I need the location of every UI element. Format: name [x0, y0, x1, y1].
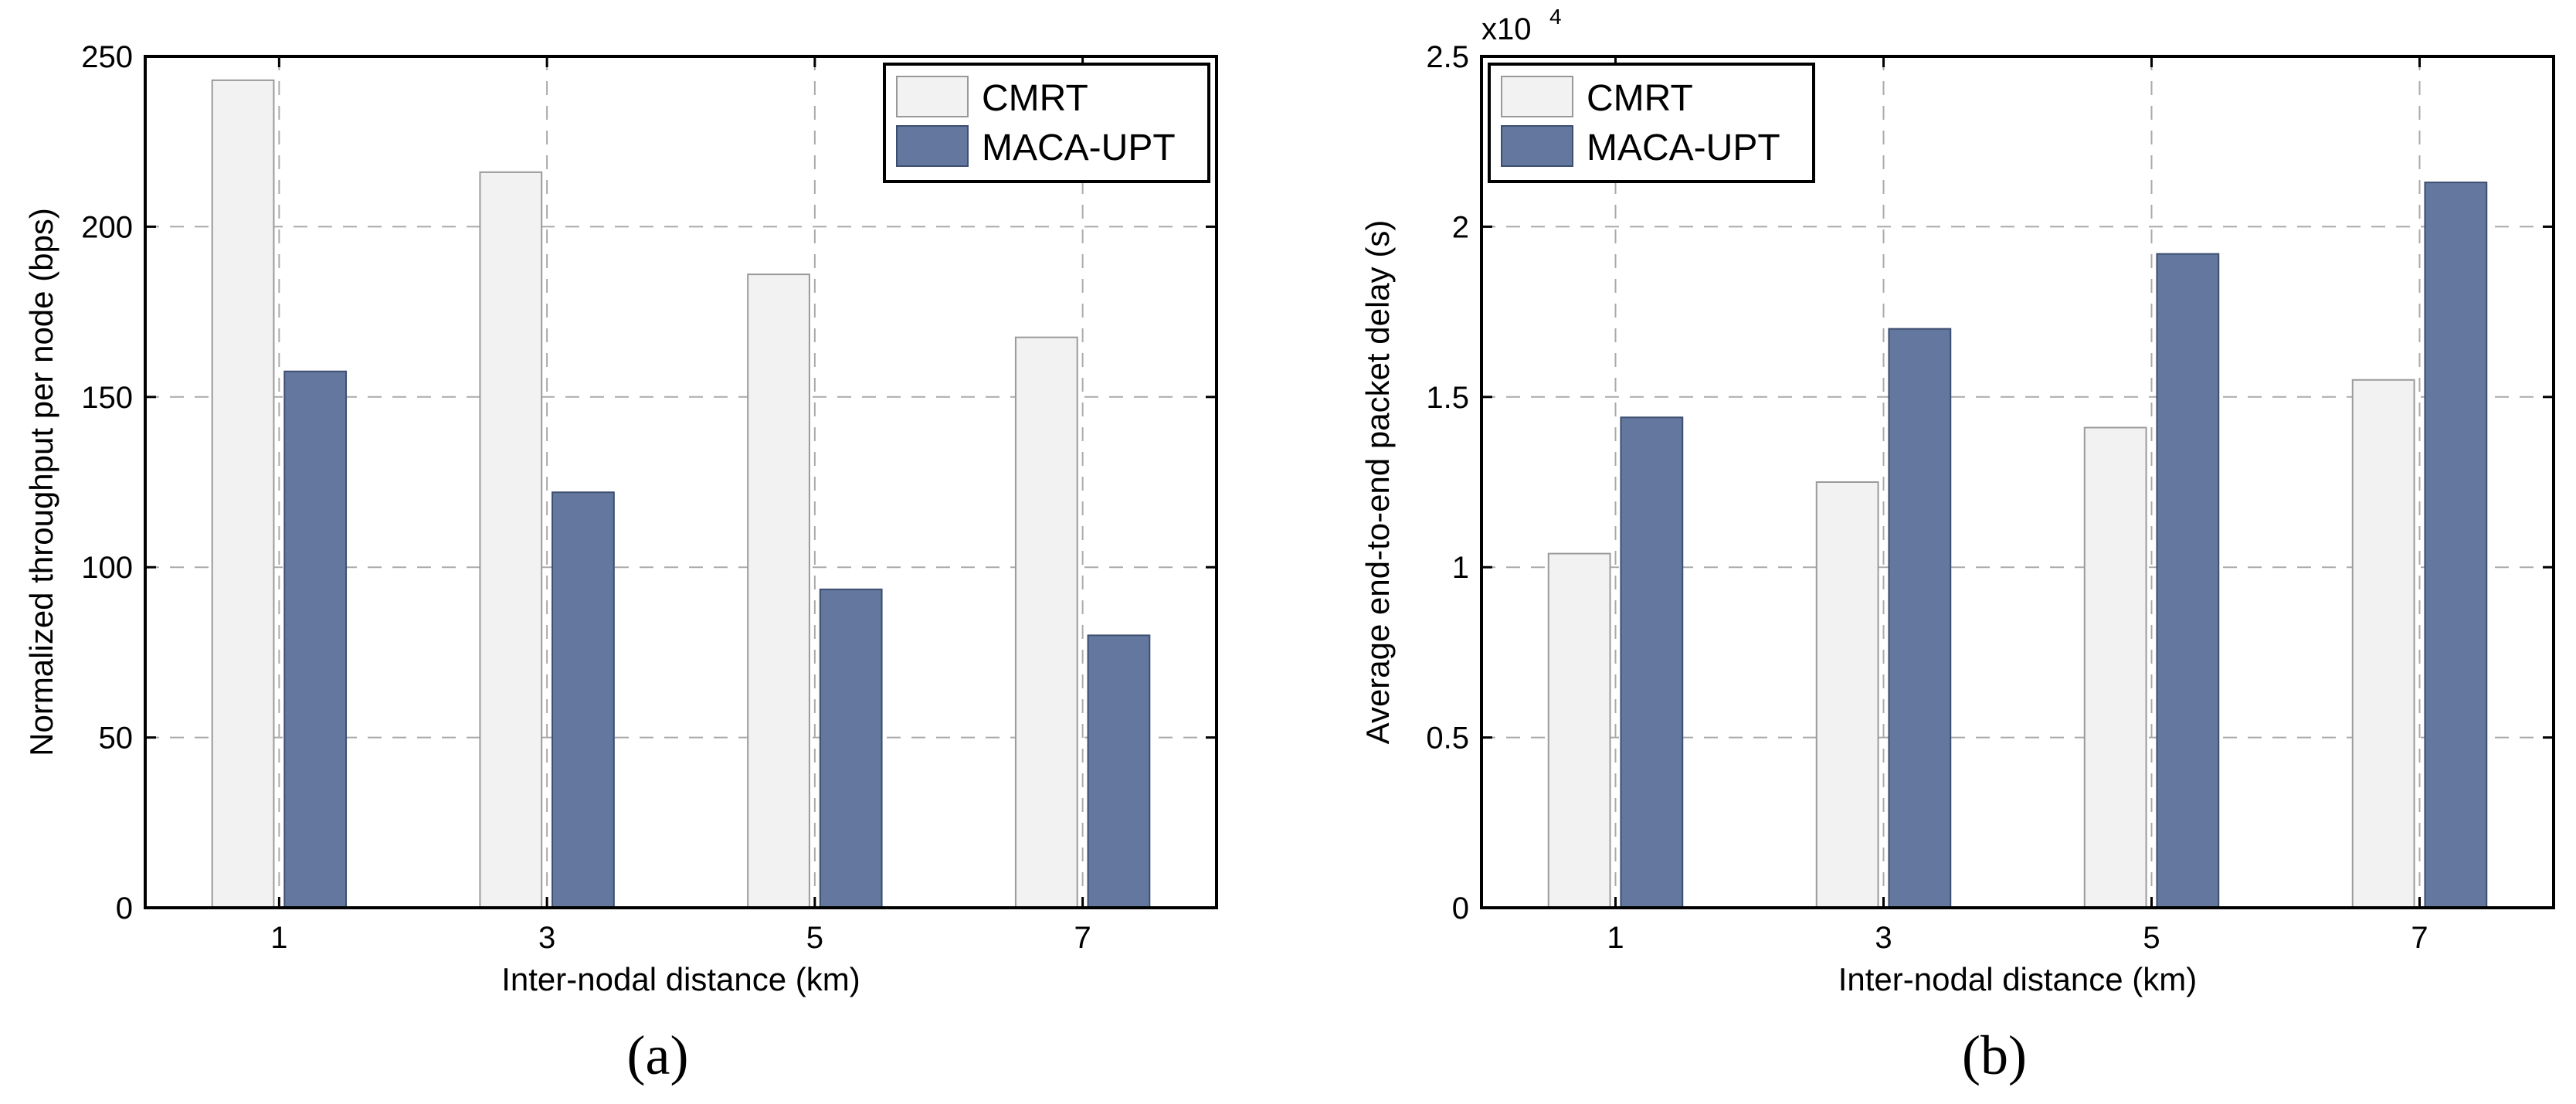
chart-a: 0 50 100 150 200 250 1 3 5 7 Inter-nodal distance… — [23, 40, 1218, 1086]
chart-a-legend: CMRT MACA-UPT — [883, 63, 1210, 183]
chart-a-bar-cmrt-5 — [747, 273, 810, 909]
chart-b-ytick-label-3: 1.5 — [1426, 381, 1469, 415]
chart-a-ytick-label-4: 200 — [81, 210, 133, 244]
chart-b-bar-maca-upt-3 — [1888, 328, 1952, 909]
chart-b-bar-cmrt-7 — [2351, 379, 2415, 909]
chart-b-xtick-label-7: 7 — [2411, 921, 2428, 955]
chart-a-legend-swatch-cmrt — [896, 76, 969, 117]
chart-a-legend-swatch-maca-upt — [896, 125, 969, 167]
chart-b-caption: (b) — [1962, 1024, 2027, 1086]
chart-b-ytick-label-0: 0 — [1452, 892, 1469, 926]
chart-a-caption: (a) — [627, 1024, 689, 1086]
chart-a-legend-label-maca-upt: MACA-UPT — [982, 127, 1176, 168]
chart-b-bar-maca-upt-7 — [2424, 182, 2488, 909]
chart-a-axes-frame — [144, 55, 1218, 909]
chart-a-ytick-label-5: 250 — [81, 40, 133, 74]
chart-b-ytick-label-4: 2 — [1452, 210, 1469, 244]
chart-b-legend-label-maca-upt: MACA-UPT — [1587, 127, 1780, 168]
chart-a-bar-cmrt-1 — [211, 79, 275, 909]
chart-b-xtick-label-1: 1 — [1607, 921, 1624, 955]
chart-b-bar-cmrt-1 — [1547, 552, 1611, 909]
chart-a-bars — [211, 79, 1151, 909]
chart-b: 0 0.5 1 1.5 2 2.5 1 3 5 7 Inter-nodal distance (k… — [1359, 5, 2555, 1086]
chart-a-bar-maca-upt-3 — [552, 491, 615, 909]
chart-b-bar-cmrt-3 — [1815, 481, 1879, 909]
chart-b-bars — [1547, 182, 2488, 909]
chart-b-ticks: 0 0.5 1 1.5 2 2.5 1 3 5 7 — [1426, 40, 2554, 955]
chart-b-xtick-label-5: 5 — [2143, 921, 2160, 955]
chart-a-ytick-label-1: 50 — [99, 722, 134, 756]
chart-a-legend-label-cmrt: CMRT — [982, 78, 1088, 119]
chart-b-bar-maca-upt-5 — [2156, 253, 2220, 909]
chart-a-xtick-label-5: 5 — [806, 921, 823, 955]
chart-b-legend-label-cmrt: CMRT — [1587, 78, 1693, 119]
chart-a-bar-maca-upt-5 — [819, 588, 883, 909]
chart-a-ytick-label-3: 150 — [81, 381, 133, 415]
chart-a-xtick-label-3: 3 — [538, 921, 555, 955]
chart-a-bar-maca-upt-7 — [1087, 634, 1151, 909]
chart-a-bar-cmrt-3 — [479, 171, 543, 909]
chart-a-ytick-label-2: 100 — [81, 551, 133, 585]
chart-a-xlabel: Inter-nodal distance (km) — [501, 961, 860, 997]
chart-a-ytick-label-0: 0 — [116, 892, 133, 926]
chart-b-bar-cmrt-5 — [2083, 426, 2147, 909]
chart-a-ylabel: Normalized throughput per node (bps) — [23, 208, 59, 756]
chart-b-xlabel: Inter-nodal distance (km) — [1838, 961, 2198, 997]
chart-a-xtick-label-1: 1 — [270, 921, 287, 955]
chart-b-ytick-label-5: 2.5 — [1426, 40, 1469, 74]
chart-b-xtick-label-3: 3 — [1875, 921, 1892, 955]
chart-b-exponent-power: 4 — [1549, 5, 1562, 29]
chart-b-ylabel: Average end-to-end packet delay (s) — [1359, 220, 1396, 745]
chart-b-axes-frame — [1480, 55, 2555, 909]
chart-b-ytick-label-2: 1 — [1452, 551, 1469, 585]
chart-b-legend-swatch-cmrt — [1501, 76, 1573, 117]
chart-a-xtick-label-7: 7 — [1074, 921, 1091, 955]
chart-b-exponent-base: x10 — [1481, 12, 1532, 46]
chart-b-legend: CMRT MACA-UPT — [1488, 63, 1815, 183]
chart-b-ytick-label-1: 0.5 — [1426, 722, 1469, 756]
chart-a-bar-cmrt-7 — [1014, 336, 1078, 909]
chart-a-ticks: 0 50 100 150 200 250 1 3 5 7 — [81, 40, 1217, 955]
chart-b-legend-swatch-maca-upt — [1501, 125, 1573, 167]
chart-a-bar-maca-upt-1 — [283, 370, 348, 909]
chart-b-bar-maca-upt-1 — [1620, 416, 1684, 909]
